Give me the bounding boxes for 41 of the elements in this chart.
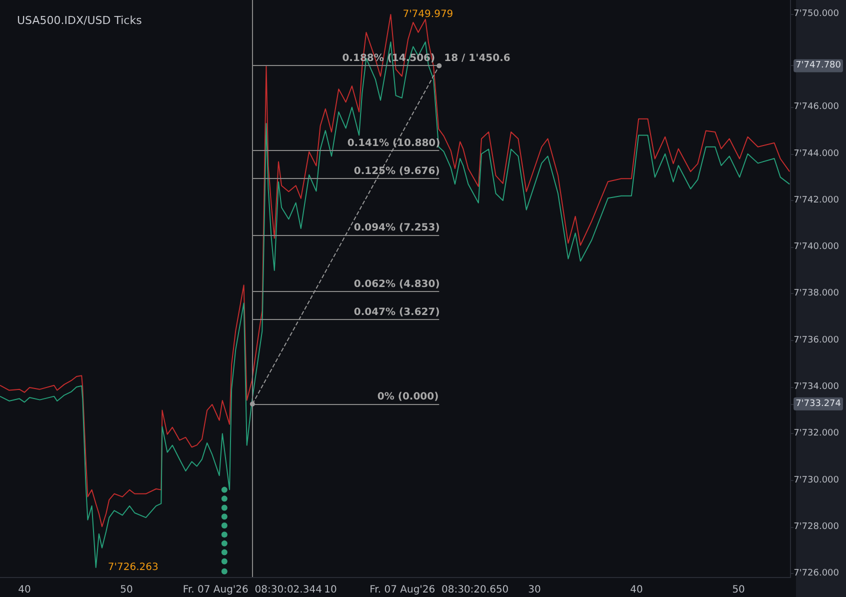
- point: [221, 504, 228, 511]
- point: [221, 514, 228, 520]
- x-tick-label: 40: [18, 584, 31, 596]
- annotation: 0.062% (4.830): [354, 278, 440, 290]
- y-tick-label: 7'742.000: [794, 195, 840, 206]
- annotation: 18 / 1'450.6: [444, 53, 510, 64]
- annotation: 0% (0.000): [377, 391, 439, 402]
- point: [221, 558, 228, 564]
- point: [221, 532, 228, 538]
- y-tick-label: 7'730.000: [794, 475, 840, 486]
- x-tick-label: Fr. 07 Aug'26 08:30:20.650: [370, 584, 509, 596]
- point: [221, 486, 228, 493]
- y-tick-label: 7'738.000: [794, 288, 840, 299]
- y-tick-label: 7'728.000: [794, 522, 840, 532]
- y-tick-label: 7'736.000: [794, 335, 840, 346]
- annotation: 0.094% (7.253): [354, 222, 440, 234]
- y-tick-label: 7'733.274: [796, 398, 842, 409]
- x-tick-label: Fr. 07 Aug'26 08:30:02.344: [182, 584, 322, 596]
- x-tick-label: 10: [324, 584, 337, 596]
- y-tick-label: 7'747.780: [796, 60, 842, 71]
- annotation: 7'726.263: [108, 562, 158, 573]
- x-tick-label: 50: [732, 584, 745, 596]
- y-tick-label: 7'726.000: [794, 568, 840, 579]
- annotation: 0.125% (9.676): [354, 166, 440, 177]
- point: [221, 568, 228, 574]
- point: [221, 496, 228, 502]
- text: USA500.IDX/USD Ticks: [17, 14, 142, 27]
- y-tick-label: 7'734.000: [794, 382, 840, 392]
- y-tick-label: 7'740.000: [794, 242, 840, 252]
- point: [221, 540, 228, 546]
- y-tick-label: 7'744.000: [794, 148, 840, 159]
- annotation: 7'749.979: [402, 8, 454, 20]
- x-tick-label: 40: [630, 584, 643, 596]
- y-tick-label: 7'746.000: [794, 102, 840, 112]
- point: [221, 522, 228, 528]
- point: [221, 549, 228, 556]
- y-tick-label: 7'732.000: [794, 428, 840, 439]
- annotation: 0.047% (3.627): [354, 306, 440, 318]
- x-tick-label: 30: [528, 584, 541, 596]
- x-tick-label: 50: [120, 584, 133, 596]
- y-tick-label: 7'750.000: [794, 8, 840, 19]
